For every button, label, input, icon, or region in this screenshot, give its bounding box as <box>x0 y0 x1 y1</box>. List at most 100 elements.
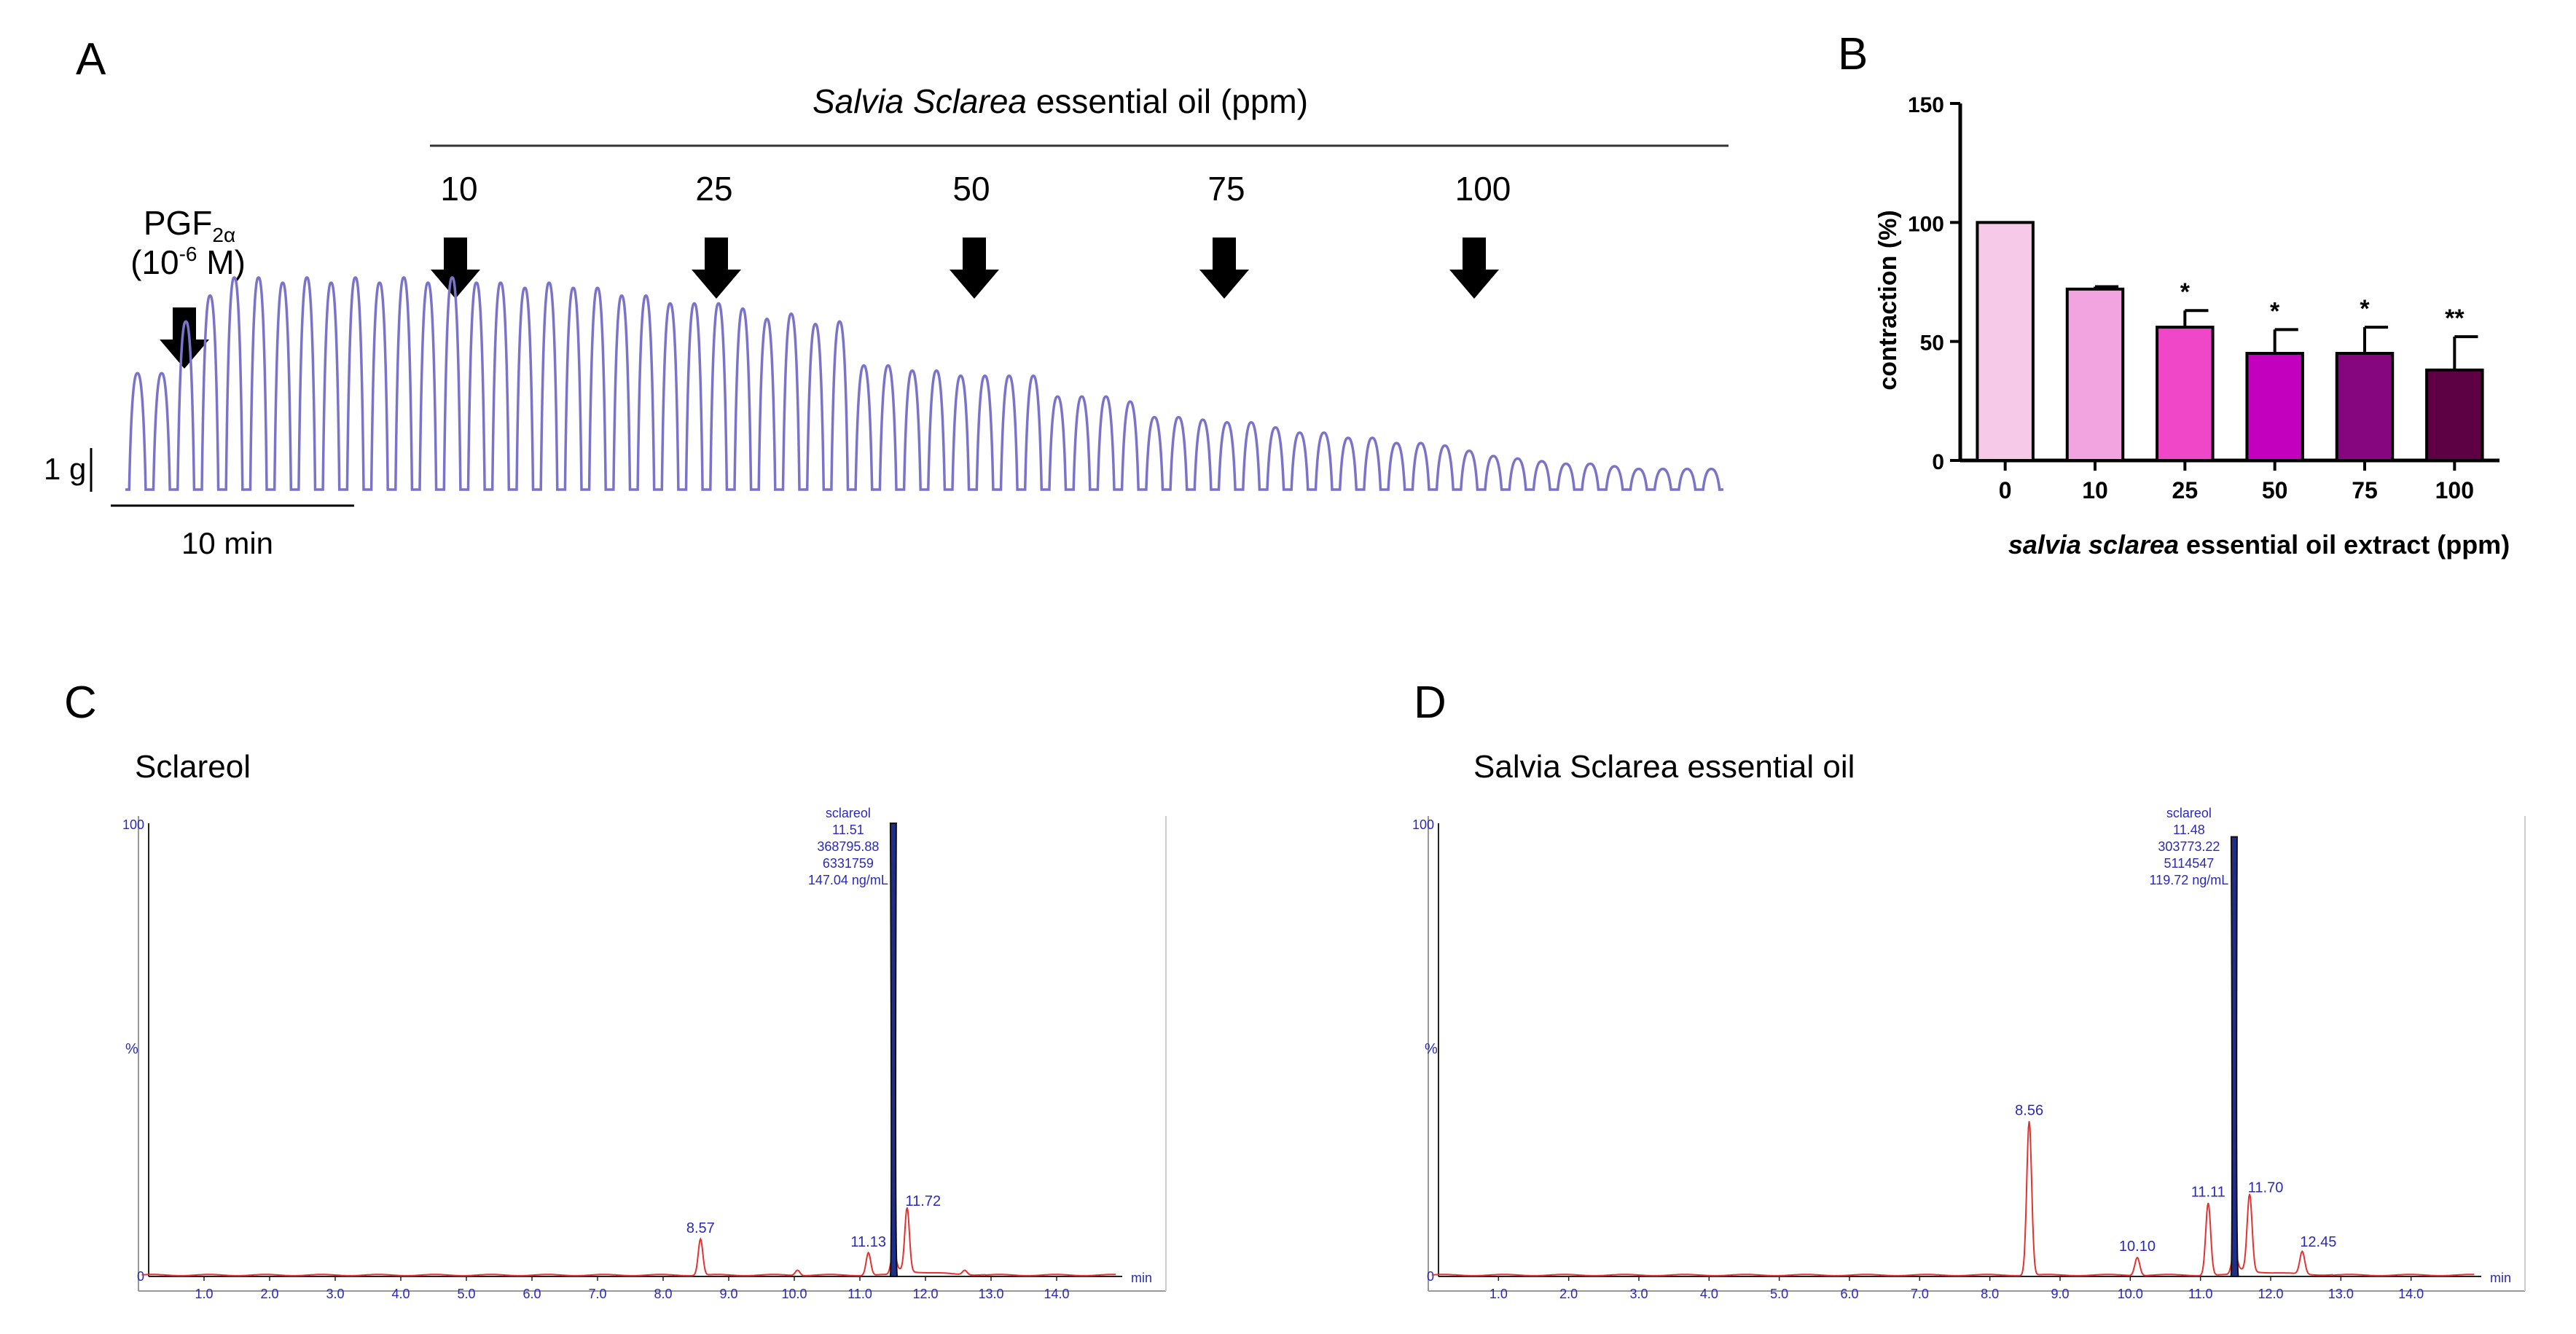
dose-label-10: 10 <box>440 170 477 208</box>
down-arrow-icon <box>160 307 209 369</box>
chrom-xtick-label: 6.0 <box>1840 1287 1858 1301</box>
panel-c: C Sclareol 100 0 1.0 2.0 3.0 4.0 5.0 6.0 7.0 8.0 9… <box>64 678 1167 1301</box>
main-peak-annotation: 6331759 <box>823 856 874 871</box>
bar <box>2245 352 2304 462</box>
chrom-xtick-label: 1.0 <box>1489 1287 1508 1301</box>
b-xtick-label: 10 <box>2082 477 2108 503</box>
chrom-xtick-label: 6.0 <box>522 1287 541 1301</box>
dose-markers: 10 25 50 75 100 <box>431 170 1511 299</box>
bar <box>2335 352 2395 462</box>
chrom-xtick-label: 10.0 <box>781 1287 807 1301</box>
pgf-conc-post: M) <box>197 243 245 281</box>
pgf-label-sub: 2α <box>212 224 235 246</box>
panel-d: D Salvia Sclarea essential oil 100 0 1.0 2.… <box>1412 678 2526 1301</box>
significance-marker: ** <box>2445 305 2465 332</box>
c-percent-label: % <box>125 1041 138 1057</box>
b-xtick-label: 25 <box>2172 477 2199 503</box>
b-ytick-label: 100 <box>1908 212 1944 236</box>
b-ytick-label: 0 <box>1932 450 1944 474</box>
chrom-xtick-label: 14.0 <box>2398 1287 2424 1301</box>
chrom-ytick-label: 100 <box>122 817 144 832</box>
main-peak-annotation: 5114547 <box>2164 856 2215 871</box>
panel-a-header: Salvia Sclarea essential oil (ppm) <box>813 82 1308 120</box>
chrom-xtick-label: 8.0 <box>1981 1287 1999 1301</box>
pgf-concentration: (10-6 M) <box>130 243 246 281</box>
panel-b: B 0 50 100 150 0 10 * 25 * 50 * 75 ** 100 contraction… <box>1838 29 2510 560</box>
b-ytick-label: 150 <box>1908 93 1944 117</box>
bar <box>2425 368 2484 462</box>
chrom-xtick-label: 8.0 <box>654 1287 672 1301</box>
chrom-xtick-label: 7.0 <box>1911 1287 1929 1301</box>
peak-label: 8.57 <box>686 1220 715 1236</box>
main-peak-annotation: 368795.88 <box>817 839 879 854</box>
panel-d-title: Salvia Sclarea essential oil <box>1473 749 1855 785</box>
b-xlabel-italic: salvia sclarea <box>2008 530 2179 560</box>
panel-a-letter: A <box>76 34 106 85</box>
chrom-xtick-label: 4.0 <box>391 1287 410 1301</box>
chrom-xtick-label: 5.0 <box>1770 1287 1788 1301</box>
bar-chart: 0 50 100 150 0 10 * 25 * 50 * 75 ** 100 <box>1908 93 2499 503</box>
dose-label-50: 50 <box>952 170 990 208</box>
chrom-ytick-label: 0 <box>1427 1269 1434 1284</box>
pgf-label-main: PGF <box>144 204 213 242</box>
panel-a-header-rest: essential oil (ppm) <box>1036 82 1308 120</box>
down-arrow-icon <box>692 238 741 299</box>
dose-label-25: 25 <box>695 170 732 208</box>
b-xtick-label: 75 <box>2352 477 2378 503</box>
d-percent-label: % <box>1425 1041 1438 1057</box>
chrom-xtick-label: 13.0 <box>2328 1287 2354 1301</box>
panel-a-header-italic: Salvia Sclarea <box>813 82 1027 120</box>
chromatogram-trace <box>1431 1121 2475 1276</box>
main-peak-annotation: 11.48 <box>2173 823 2205 837</box>
bar <box>2156 326 2215 463</box>
down-arrow-icon <box>431 238 480 299</box>
chrom-xtick-label: 12.0 <box>912 1287 938 1301</box>
main-peak-annotation: sclareol <box>826 806 871 820</box>
chrom-xtick-label: 5.0 <box>457 1287 475 1301</box>
chrom-xlabel: min <box>2490 1271 2511 1285</box>
main-peak-area <box>889 823 899 1277</box>
peak-label: 12.45 <box>2300 1234 2336 1250</box>
down-arrow-icon <box>1449 238 1499 299</box>
chrom-xtick-label: 4.0 <box>1700 1287 1718 1301</box>
chrom-xtick-label: 12.0 <box>2258 1287 2283 1301</box>
b-xtick-label: 0 <box>1999 477 2012 503</box>
peak-label: 8.56 <box>2015 1103 2043 1119</box>
pgf-label: PGF2α <box>144 204 235 246</box>
chrom-xtick-label: 13.0 <box>978 1287 1003 1301</box>
chrom-xtick-label: 3.0 <box>1629 1287 1648 1301</box>
chrom-ytick-label: 0 <box>137 1269 144 1284</box>
b-ylabel: contraction (%) <box>1874 210 1902 390</box>
contraction-trace <box>125 276 1723 491</box>
dose-label-100: 100 <box>1455 170 1511 208</box>
peak-label: 11.72 <box>906 1193 941 1209</box>
significance-marker: * <box>2360 295 2370 323</box>
bar <box>2065 287 2125 462</box>
down-arrow-icon <box>950 238 999 299</box>
peak-label: 11.70 <box>2248 1180 2284 1196</box>
b-ytick-label: 50 <box>1920 331 1944 356</box>
chrom-xtick-label: 3.0 <box>326 1287 344 1301</box>
scale-bar-x-label: 10 min <box>181 526 273 560</box>
panel-c-title: Sclareol <box>135 749 251 785</box>
scale-bar-y-label: 1 g <box>44 452 86 486</box>
dose-label-75: 75 <box>1207 170 1245 208</box>
significance-marker: * <box>2180 278 2191 306</box>
panel-b-letter: B <box>1838 29 1868 79</box>
chrom-xtick-label: 1.0 <box>195 1287 213 1301</box>
chrom-xtick-label: 7.0 <box>588 1287 606 1301</box>
main-peak-annotation: 303773.22 <box>2158 839 2220 854</box>
pgf-conc-exp: -6 <box>179 243 197 265</box>
chrom-xlabel: min <box>1131 1271 1152 1285</box>
down-arrow-icon <box>1199 238 1249 299</box>
bar <box>1976 221 2035 462</box>
chrom-xtick-label: 11.0 <box>2188 1287 2213 1301</box>
chrom-xtick-label: 9.0 <box>719 1287 737 1301</box>
pgf-conc-pre: (10 <box>130 243 179 281</box>
significance-marker: * <box>2270 297 2280 325</box>
main-peak-area <box>2230 836 2239 1277</box>
chromatogram-c: 100 0 1.0 2.0 3.0 4.0 5.0 6.0 7.0 8.0 9.0 10.0 11.0 1… <box>122 806 1167 1301</box>
main-peak-annotation: 11.51 <box>832 823 864 837</box>
main-peak-annotation: sclareol <box>2166 806 2212 820</box>
